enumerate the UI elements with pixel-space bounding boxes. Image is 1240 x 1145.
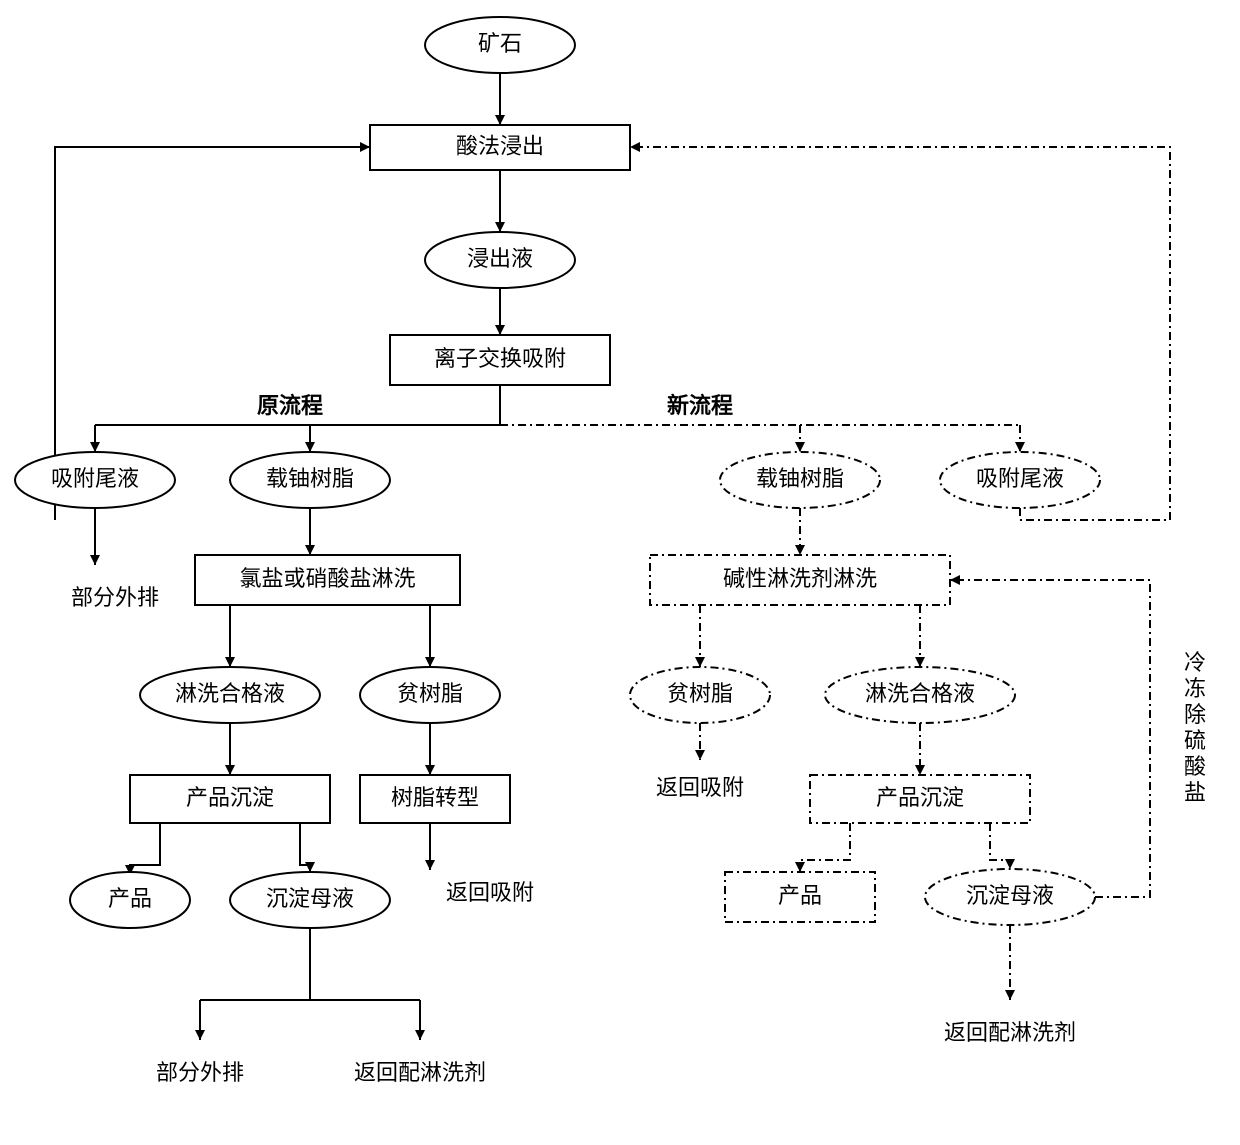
node-label: 碱性淋洗剂淋洗 <box>723 566 877 591</box>
node-label: 酸法浸出 <box>456 134 544 159</box>
edge <box>130 823 160 875</box>
node-label: 沉淀母液 <box>266 886 354 911</box>
node-n10: 产品沉淀 <box>130 775 330 823</box>
node-n21: 沉淀母液 <box>925 869 1095 925</box>
node-n5: 吸附尾液 <box>15 452 175 508</box>
free-label: 原流程 <box>257 393 323 418</box>
node-n9: 贫树脂 <box>360 667 500 723</box>
flowchart-canvas: 矿石酸法浸出浸出液离子交换吸附吸附尾液 载铀树脂氯盐或硝酸盐淋洗淋洗合格液 贫树脂产… <box>0 0 1240 1145</box>
node-label: 产品沉淀 <box>876 785 964 810</box>
node-n11: 树脂转型 <box>360 775 510 823</box>
free-label: 部分外排 <box>71 585 159 610</box>
node-n7: 氯盐或硝酸盐淋洗 <box>195 555 460 605</box>
free-label: 新流程 <box>667 393 733 418</box>
node-n20: 产品 <box>725 872 875 922</box>
node-n18: 淋洗合格液 <box>825 667 1015 723</box>
node-n17: 贫树脂 <box>630 667 770 723</box>
node-n1: 矿石 <box>425 17 575 73</box>
node-label: 氯盐或硝酸盐淋洗 <box>239 566 415 591</box>
node-n16: 碱性淋洗剂淋洗 <box>650 555 950 605</box>
node-label: 浸出液 <box>467 246 533 271</box>
node-label: 贫树脂 <box>397 681 463 706</box>
vertical-label: 冷冻除硫酸盐 <box>1184 650 1206 805</box>
node-label: 沉淀母液 <box>966 883 1054 908</box>
node-n14: 载铀树脂 <box>720 452 880 508</box>
nodes-layer: 矿石酸法浸出浸出液离子交换吸附吸附尾液 载铀树脂氯盐或硝酸盐淋洗淋洗合格液 贫树脂产… <box>15 17 1100 928</box>
free-label: 返回配淋洗剂 <box>944 1020 1076 1045</box>
edge <box>990 823 1010 869</box>
node-label: 产品 <box>108 886 152 911</box>
node-label: 矿石 <box>478 31 522 56</box>
node-label: 淋洗合格液 <box>175 681 285 706</box>
node-n2: 酸法浸出 <box>370 125 630 170</box>
node-n6: 载铀树脂 <box>230 452 390 508</box>
edge <box>800 823 850 872</box>
node-n19: 产品沉淀 <box>810 775 1030 823</box>
node-label: 树脂转型 <box>391 785 479 810</box>
node-label: 载铀树脂 <box>266 466 354 491</box>
node-label: 产品 <box>778 883 822 908</box>
node-label: 离子交换吸附 <box>434 346 566 371</box>
edge <box>630 147 1170 520</box>
node-label: 贫树脂 <box>667 681 733 706</box>
edge <box>950 580 1150 897</box>
free-label: 返回配淋洗剂 <box>354 1060 486 1085</box>
free-label: 返回吸附 <box>656 775 744 800</box>
node-label: 淋洗合格液 <box>865 681 975 706</box>
node-n15: 吸附尾液 <box>940 452 1100 508</box>
node-label: 吸附尾液 <box>976 466 1064 491</box>
node-n8: 淋洗合格液 <box>140 667 320 723</box>
node-label: 产品沉淀 <box>186 785 274 810</box>
node-n12: 产品 <box>70 872 190 928</box>
node-n3: 浸出液 <box>425 232 575 288</box>
free-label: 返回吸附 <box>446 880 534 905</box>
node-n4: 离子交换吸附 <box>390 335 610 385</box>
node-label: 载铀树脂 <box>756 466 844 491</box>
edge <box>300 823 310 872</box>
node-n13: 沉淀母液 <box>230 872 390 928</box>
free-label: 部分外排 <box>156 1060 244 1085</box>
node-label: 吸附尾液 <box>51 466 139 491</box>
